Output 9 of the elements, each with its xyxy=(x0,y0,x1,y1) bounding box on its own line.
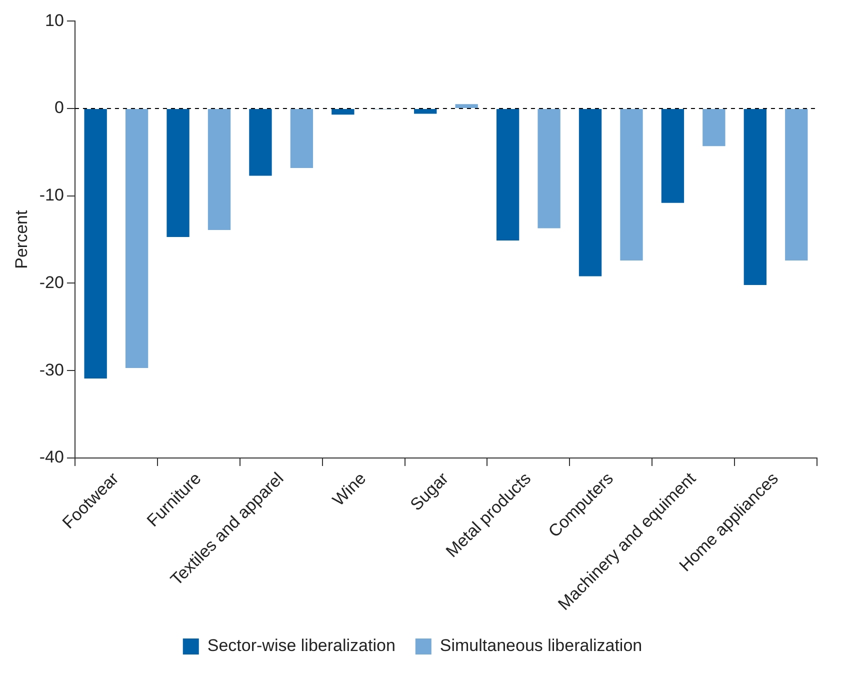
y-tick-label: 10 xyxy=(45,10,64,30)
y-tick-label: 0 xyxy=(54,98,64,118)
y-tick-label: -10 xyxy=(39,186,64,205)
legend-label: Simultaneous liberalization xyxy=(440,636,642,656)
legend-label: Sector-wise liberalization xyxy=(207,636,396,656)
y-tick-label: -40 xyxy=(39,448,64,467)
y-tick-label: -20 xyxy=(39,272,64,292)
y-tick-label: -30 xyxy=(39,360,64,380)
y-axis-title: Percent xyxy=(12,210,31,269)
